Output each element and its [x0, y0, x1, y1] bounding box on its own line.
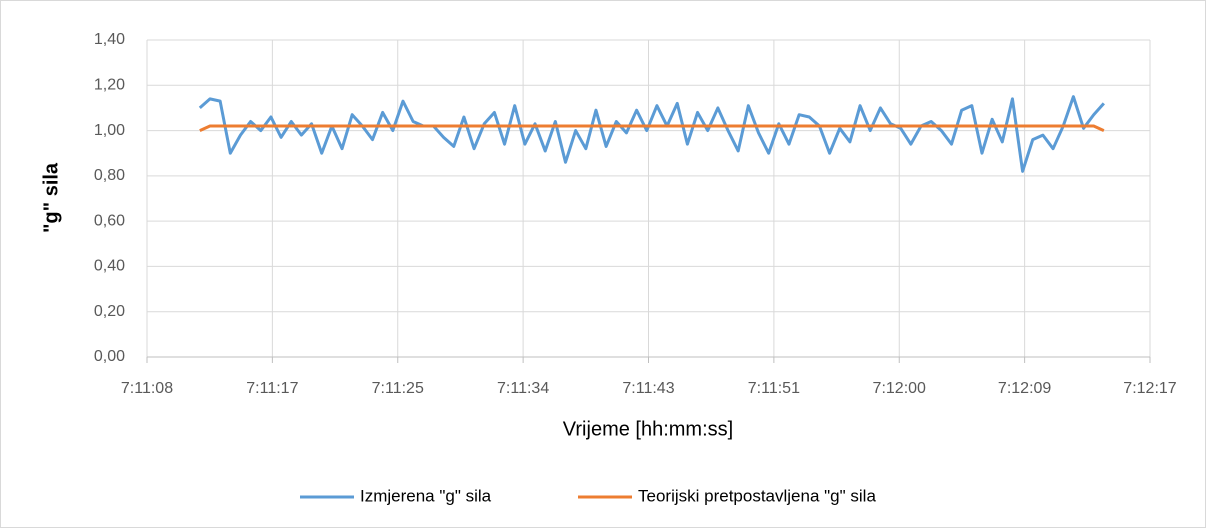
x-tick-label: 7:12:00 [873, 380, 926, 397]
x-tick-label: 7:11:25 [372, 380, 424, 397]
y-tick-label: 0,40 [94, 258, 125, 275]
x-tick-label: 7:12:09 [998, 380, 1051, 397]
y-tick-label: 0,20 [94, 303, 125, 320]
data-line [199, 124, 1105, 132]
x-tick-label: 7:11:43 [622, 380, 674, 397]
legend-label: Izmjerena "g" sila [360, 486, 492, 505]
y-axis-title: "g" sila [40, 162, 62, 233]
y-tick-label: 0,80 [94, 167, 125, 184]
y-tick-label: 0,60 [94, 212, 125, 229]
y-tick-label: 1,20 [94, 77, 125, 94]
data-line [198, 95, 1105, 173]
x-tick-label: 7:11:51 [748, 380, 800, 397]
x-tick-label: 7:12:17 [1123, 380, 1176, 397]
x-tick-label: 7:11:34 [497, 380, 549, 397]
legend-label: Teorijski pretpostavljena "g" sila [638, 486, 876, 505]
y-tick-label: 1,00 [94, 122, 125, 139]
y-tick-label: 1,40 [94, 31, 125, 48]
y-tick-label: 0,00 [94, 348, 125, 365]
x-axis-title: Vrijeme [hh:mm:ss] [563, 418, 733, 440]
x-tick-label: 7:11:17 [246, 380, 298, 397]
x-tick-label: 7:11:08 [121, 380, 173, 397]
